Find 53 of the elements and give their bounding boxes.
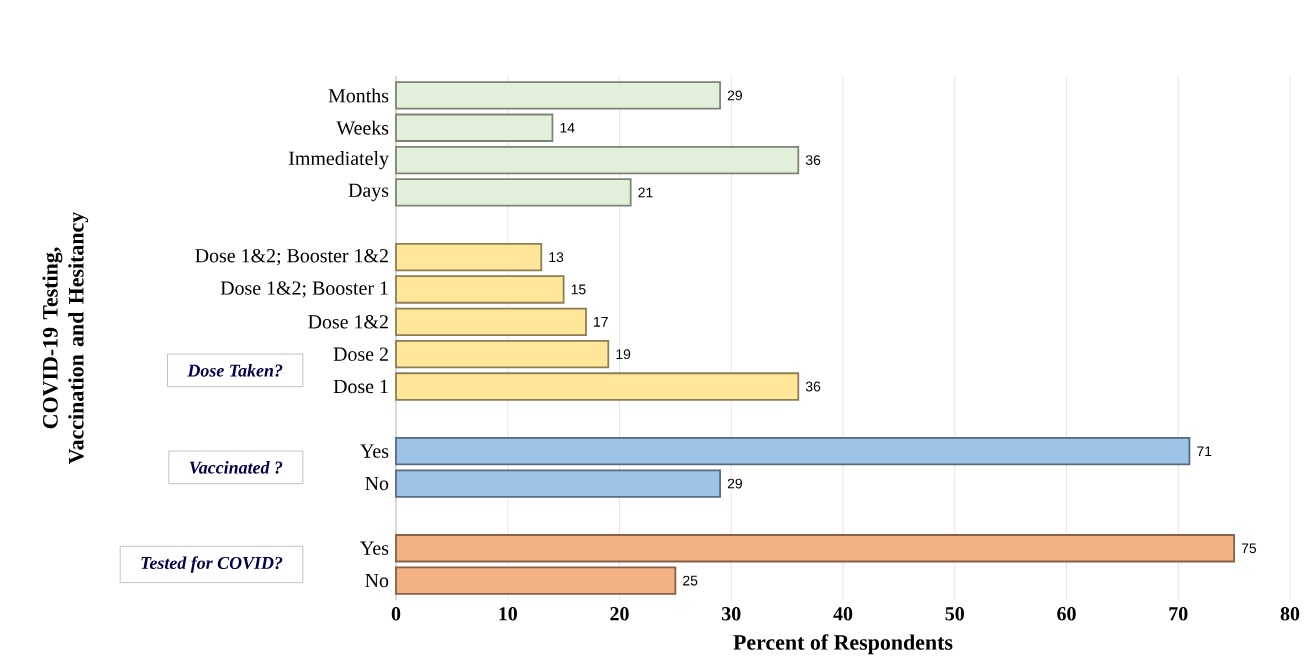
- data-label: 75: [1241, 543, 1257, 554]
- y-tick-label: Dose 2: [333, 347, 388, 361]
- data-label: 29: [727, 90, 742, 101]
- y-tick-label: Yes: [360, 541, 389, 555]
- bar: [395, 275, 565, 304]
- bar: [395, 372, 800, 401]
- y-tick-label: Dose 1&2; Booster 1: [220, 281, 388, 298]
- bar: [395, 113, 554, 142]
- y-tick-label: Dose 1&2; Booster 1&2: [195, 248, 388, 266]
- data-label: 71: [1197, 446, 1212, 457]
- y-tick-label: Immediately: [288, 151, 389, 170]
- x-tick-label: 0: [391, 607, 401, 621]
- x-tick-label: 10: [499, 607, 517, 621]
- x-tick-label: 70: [1169, 607, 1188, 621]
- y-tick-label: Dose 1&2: [308, 315, 388, 329]
- x-tick-label: 80: [1280, 607, 1300, 621]
- data-label: 25: [683, 575, 698, 586]
- data-label: 14: [560, 122, 575, 133]
- data-label: 36: [805, 381, 821, 392]
- x-tick-label: 60: [1057, 607, 1076, 621]
- bar: [395, 81, 721, 110]
- x-tick-label: 30: [722, 607, 741, 621]
- y-tick-label: Days: [348, 183, 389, 202]
- data-label: 21: [638, 187, 653, 198]
- text: Tested for COVID?: [141, 556, 283, 573]
- bar: [395, 534, 1236, 563]
- y-tick-label: Weeks: [336, 120, 389, 135]
- data-label: 15: [571, 284, 586, 295]
- data-label: 29: [727, 478, 742, 489]
- text: Dose Taken?: [187, 364, 283, 377]
- bar: [395, 340, 610, 369]
- data-label: 36: [805, 155, 821, 166]
- y-tick-label: Yes: [360, 444, 389, 458]
- bar: [395, 145, 800, 175]
- bar: [395, 178, 632, 207]
- bar: [395, 307, 587, 336]
- data-label: 19: [616, 349, 631, 360]
- x-tick-label: 40: [833, 607, 853, 621]
- bar: [395, 242, 543, 272]
- y-tick-label: No: [365, 573, 389, 588]
- x-axis-title: Percent of Respondents: [733, 634, 953, 655]
- y-axis-title: COVID-19 Testing, Vaccination and Hesitancy: [42, 211, 89, 464]
- data-label: 17: [594, 317, 608, 327]
- y-tick-label: Months: [328, 88, 389, 103]
- bar: [395, 469, 721, 498]
- y-tick-label: No: [365, 476, 389, 491]
- y-tick-label: Dose 1: [333, 379, 388, 394]
- text: Vaccinated ?: [189, 461, 283, 474]
- x-tick-label: 50: [945, 607, 964, 621]
- data-label: 13: [549, 252, 564, 263]
- x-tick-label: 20: [610, 607, 629, 621]
- bar: [395, 437, 1191, 466]
- bar: [395, 566, 677, 595]
